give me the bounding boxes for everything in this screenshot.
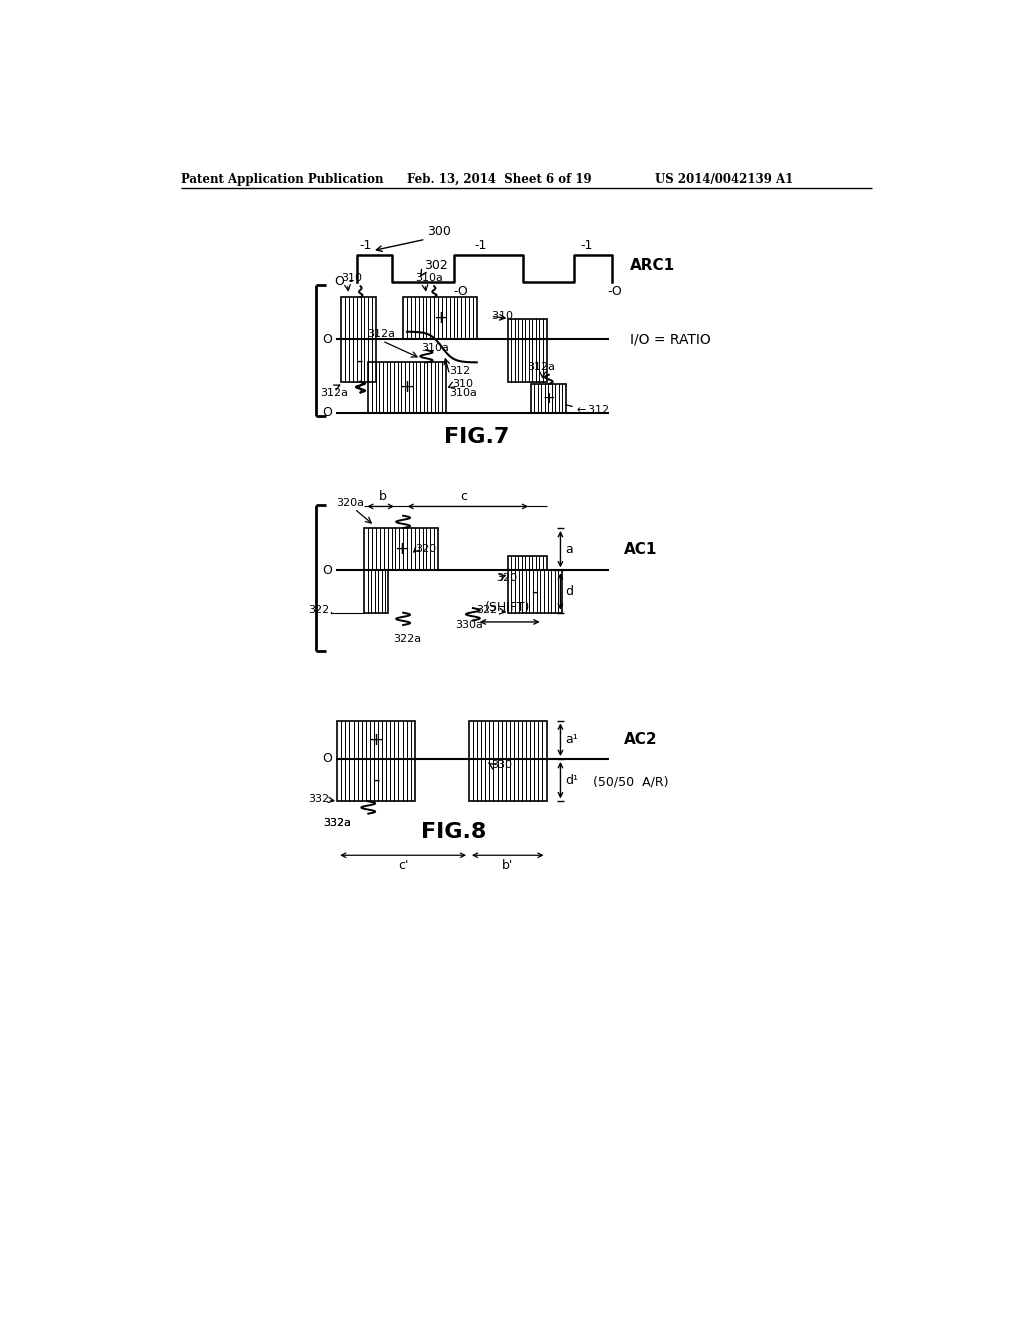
Bar [369, 363, 445, 412]
Bar [403, 297, 477, 339]
Text: 322: 322 [308, 606, 330, 615]
Bar [531, 384, 566, 412]
Text: O: O [323, 752, 333, 766]
Text: 320a: 320a [336, 498, 364, 508]
Text: FIG.7: FIG.7 [444, 428, 509, 447]
Text: -1: -1 [359, 239, 372, 252]
Bar [365, 570, 388, 612]
Text: d: d [565, 585, 573, 598]
Text: 322: 322 [476, 606, 498, 615]
Text: -: - [373, 771, 379, 789]
Bar [341, 297, 376, 339]
Text: -: - [333, 333, 341, 346]
Text: +: + [369, 731, 384, 748]
Text: -: - [355, 351, 362, 370]
Text: b: b [379, 490, 386, 503]
Text: 312a: 312a [527, 363, 555, 372]
Text: US 2014/0042139 A1: US 2014/0042139 A1 [655, 173, 794, 186]
Text: 300: 300 [427, 224, 451, 238]
Text: c: c [461, 490, 468, 503]
Text: 310a: 310a [415, 273, 442, 284]
Text: -1: -1 [474, 239, 486, 252]
Text: I/O = RATIO: I/O = RATIO [630, 333, 711, 346]
Bar [337, 759, 415, 801]
Text: 330: 330 [490, 760, 512, 770]
Bar [337, 721, 415, 759]
Text: 332a: 332a [324, 818, 351, 828]
Text: -1: -1 [581, 239, 593, 252]
Text: 312: 312 [450, 366, 471, 376]
Text: c': c' [398, 859, 409, 873]
Text: -O: -O [454, 285, 468, 298]
Text: -O: -O [607, 285, 622, 298]
Text: O: O [323, 564, 333, 577]
Text: O: O [323, 407, 333, 418]
Text: FIG.8: FIG.8 [421, 822, 486, 842]
Bar [365, 528, 438, 570]
Text: $\mathbf{\mathsf{}}$310: $\mathbf{\mathsf{}}$310 [490, 309, 513, 321]
Text: (SHIFT): (SHIFT) [485, 601, 530, 614]
Text: a: a [565, 543, 572, 556]
Text: 320: 320 [496, 573, 517, 583]
Text: 310: 310 [341, 273, 362, 284]
Text: a¹: a¹ [565, 733, 578, 746]
Text: d¹: d¹ [565, 774, 579, 787]
Text: +: + [543, 391, 555, 405]
Bar [508, 339, 547, 381]
Text: 302: 302 [424, 259, 447, 272]
Text: Feb. 13, 2014  Sheet 6 of 19: Feb. 13, 2014 Sheet 6 of 19 [407, 173, 592, 186]
Text: 312a: 312a [321, 388, 348, 397]
Bar [469, 759, 547, 801]
Text: (50/50  A/R): (50/50 A/R) [593, 776, 669, 788]
Text: O: O [323, 333, 333, 346]
Text: O -: O - [335, 275, 353, 288]
Text: -: - [531, 582, 539, 601]
Bar [508, 570, 562, 612]
Text: 332: 332 [308, 795, 330, 804]
Bar [508, 557, 547, 570]
Text: 312a: 312a [367, 330, 394, 339]
Text: AC1: AC1 [624, 541, 657, 557]
Text: 310: 310 [452, 379, 473, 389]
Text: $\leftarrow$312: $\leftarrow$312 [573, 403, 609, 414]
Text: +: + [433, 309, 447, 327]
Text: +: + [393, 540, 409, 558]
Text: 310a: 310a [450, 388, 477, 397]
Text: b': b' [502, 859, 513, 873]
Text: 332a: 332a [324, 818, 351, 828]
Text: 320: 320 [415, 544, 436, 554]
Text: 330a: 330a [455, 620, 483, 631]
Text: 322a: 322a [393, 635, 421, 644]
Bar [508, 318, 547, 339]
Text: ARC1: ARC1 [630, 259, 675, 273]
Text: 310a: 310a [421, 343, 449, 354]
Text: Patent Application Publication: Patent Application Publication [180, 173, 383, 186]
Bar [341, 339, 376, 381]
Bar [469, 721, 547, 759]
Text: AC2: AC2 [624, 733, 657, 747]
Text: +: + [399, 379, 415, 396]
